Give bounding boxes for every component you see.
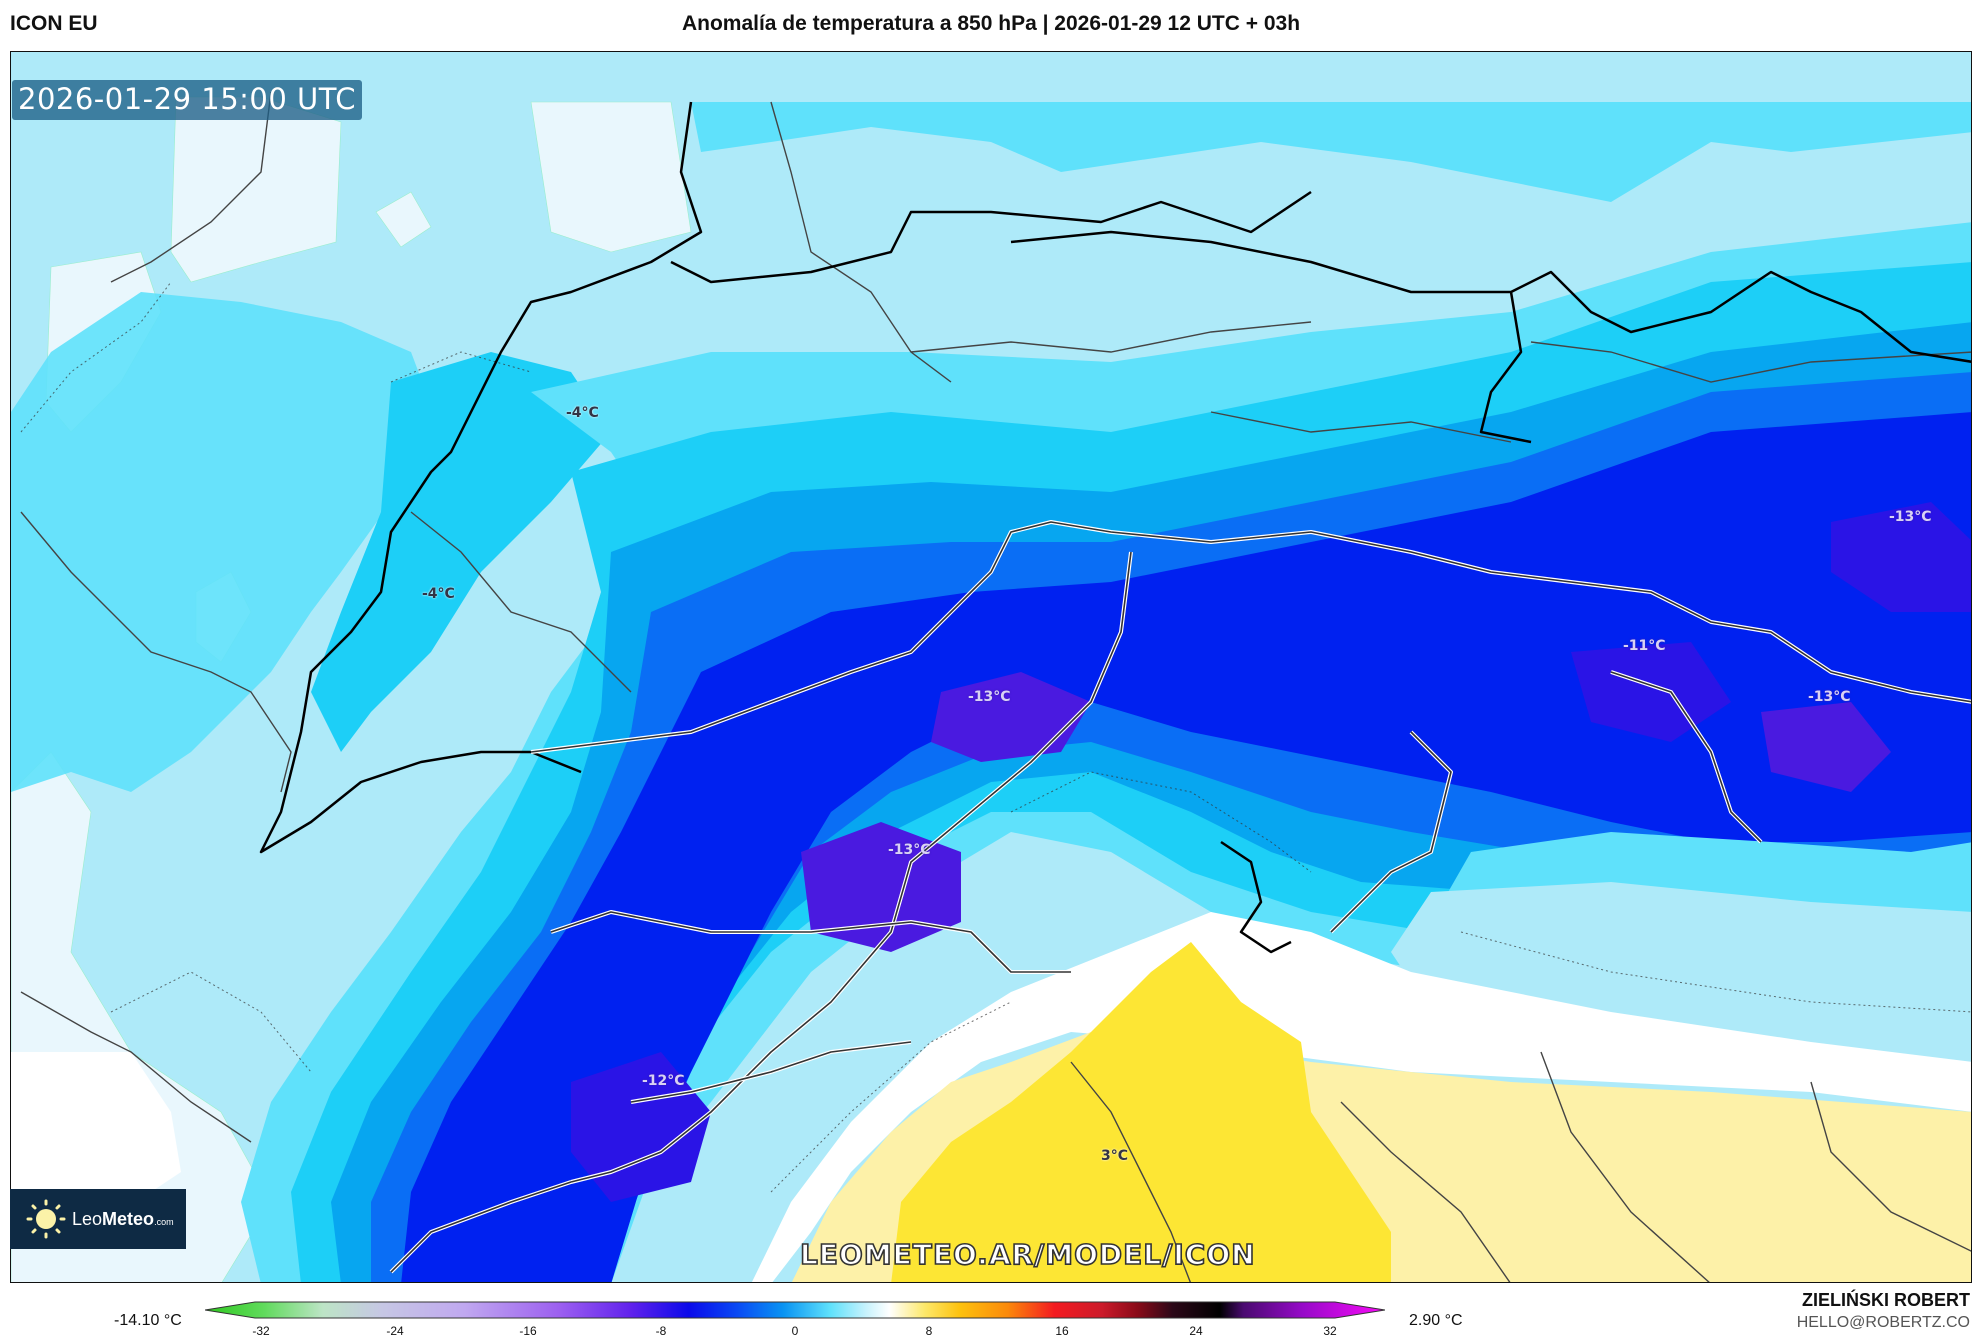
temperature-colorbar: [205, 1301, 1385, 1319]
colorbar-tick: -16: [519, 1324, 537, 1338]
author-credit: ZIELIŃSKI ROBERT: [1801, 1290, 1970, 1310]
contour-label: -13°C: [888, 842, 931, 858]
colorbar-tick: -24: [386, 1324, 404, 1338]
contour-label: -4°C: [566, 405, 599, 421]
colorbar-tick: 0: [791, 1324, 799, 1338]
model-name: ICON EU: [10, 12, 98, 35]
contour-label: 3°C: [1101, 1148, 1129, 1164]
colorbar-tick: 32: [1323, 1324, 1337, 1338]
colorbar-min-value: -14.10 °C: [114, 1312, 182, 1329]
chart-title: Anomalía de temperatura a 850 hPa | 2026…: [681, 12, 1301, 35]
colorbar-tick: -32: [252, 1324, 270, 1338]
colorbar-tick: 24: [1189, 1324, 1203, 1338]
leometeo-logo: LeoMeteo.com: [10, 1189, 186, 1249]
map-fill-layer: [11, 91, 1971, 1282]
author-email: HELLO@ROBERTZ.CO: [1796, 1314, 1970, 1331]
valid-time-badge: 2026-01-29 15:00 UTC: [12, 80, 363, 120]
colorbar-tick: -8: [655, 1324, 667, 1338]
colorbar-tick: 8: [925, 1324, 933, 1338]
colorbar-max-value: 2.90 °C: [1409, 1312, 1463, 1329]
temperature-anomaly-map: -4°C -4°C -13°C -13°C -12°C 3°C -13°C -1…: [10, 51, 1972, 1283]
contour-label: -11°C: [1623, 638, 1666, 654]
contour-label: -13°C: [968, 689, 1011, 705]
sun-icon: [26, 1199, 66, 1239]
colorbar-tick: 16: [1055, 1324, 1069, 1338]
contour-label: -12°C: [642, 1073, 685, 1089]
contour-label: -4°C: [422, 586, 455, 602]
logo-text: LeoMeteo.com: [72, 1208, 174, 1229]
source-watermark: LEOMETEO.AR/MODEL/ICON: [799, 1237, 1256, 1272]
contour-label: -13°C: [1808, 689, 1851, 705]
contour-label: -13°C: [1889, 509, 1932, 525]
